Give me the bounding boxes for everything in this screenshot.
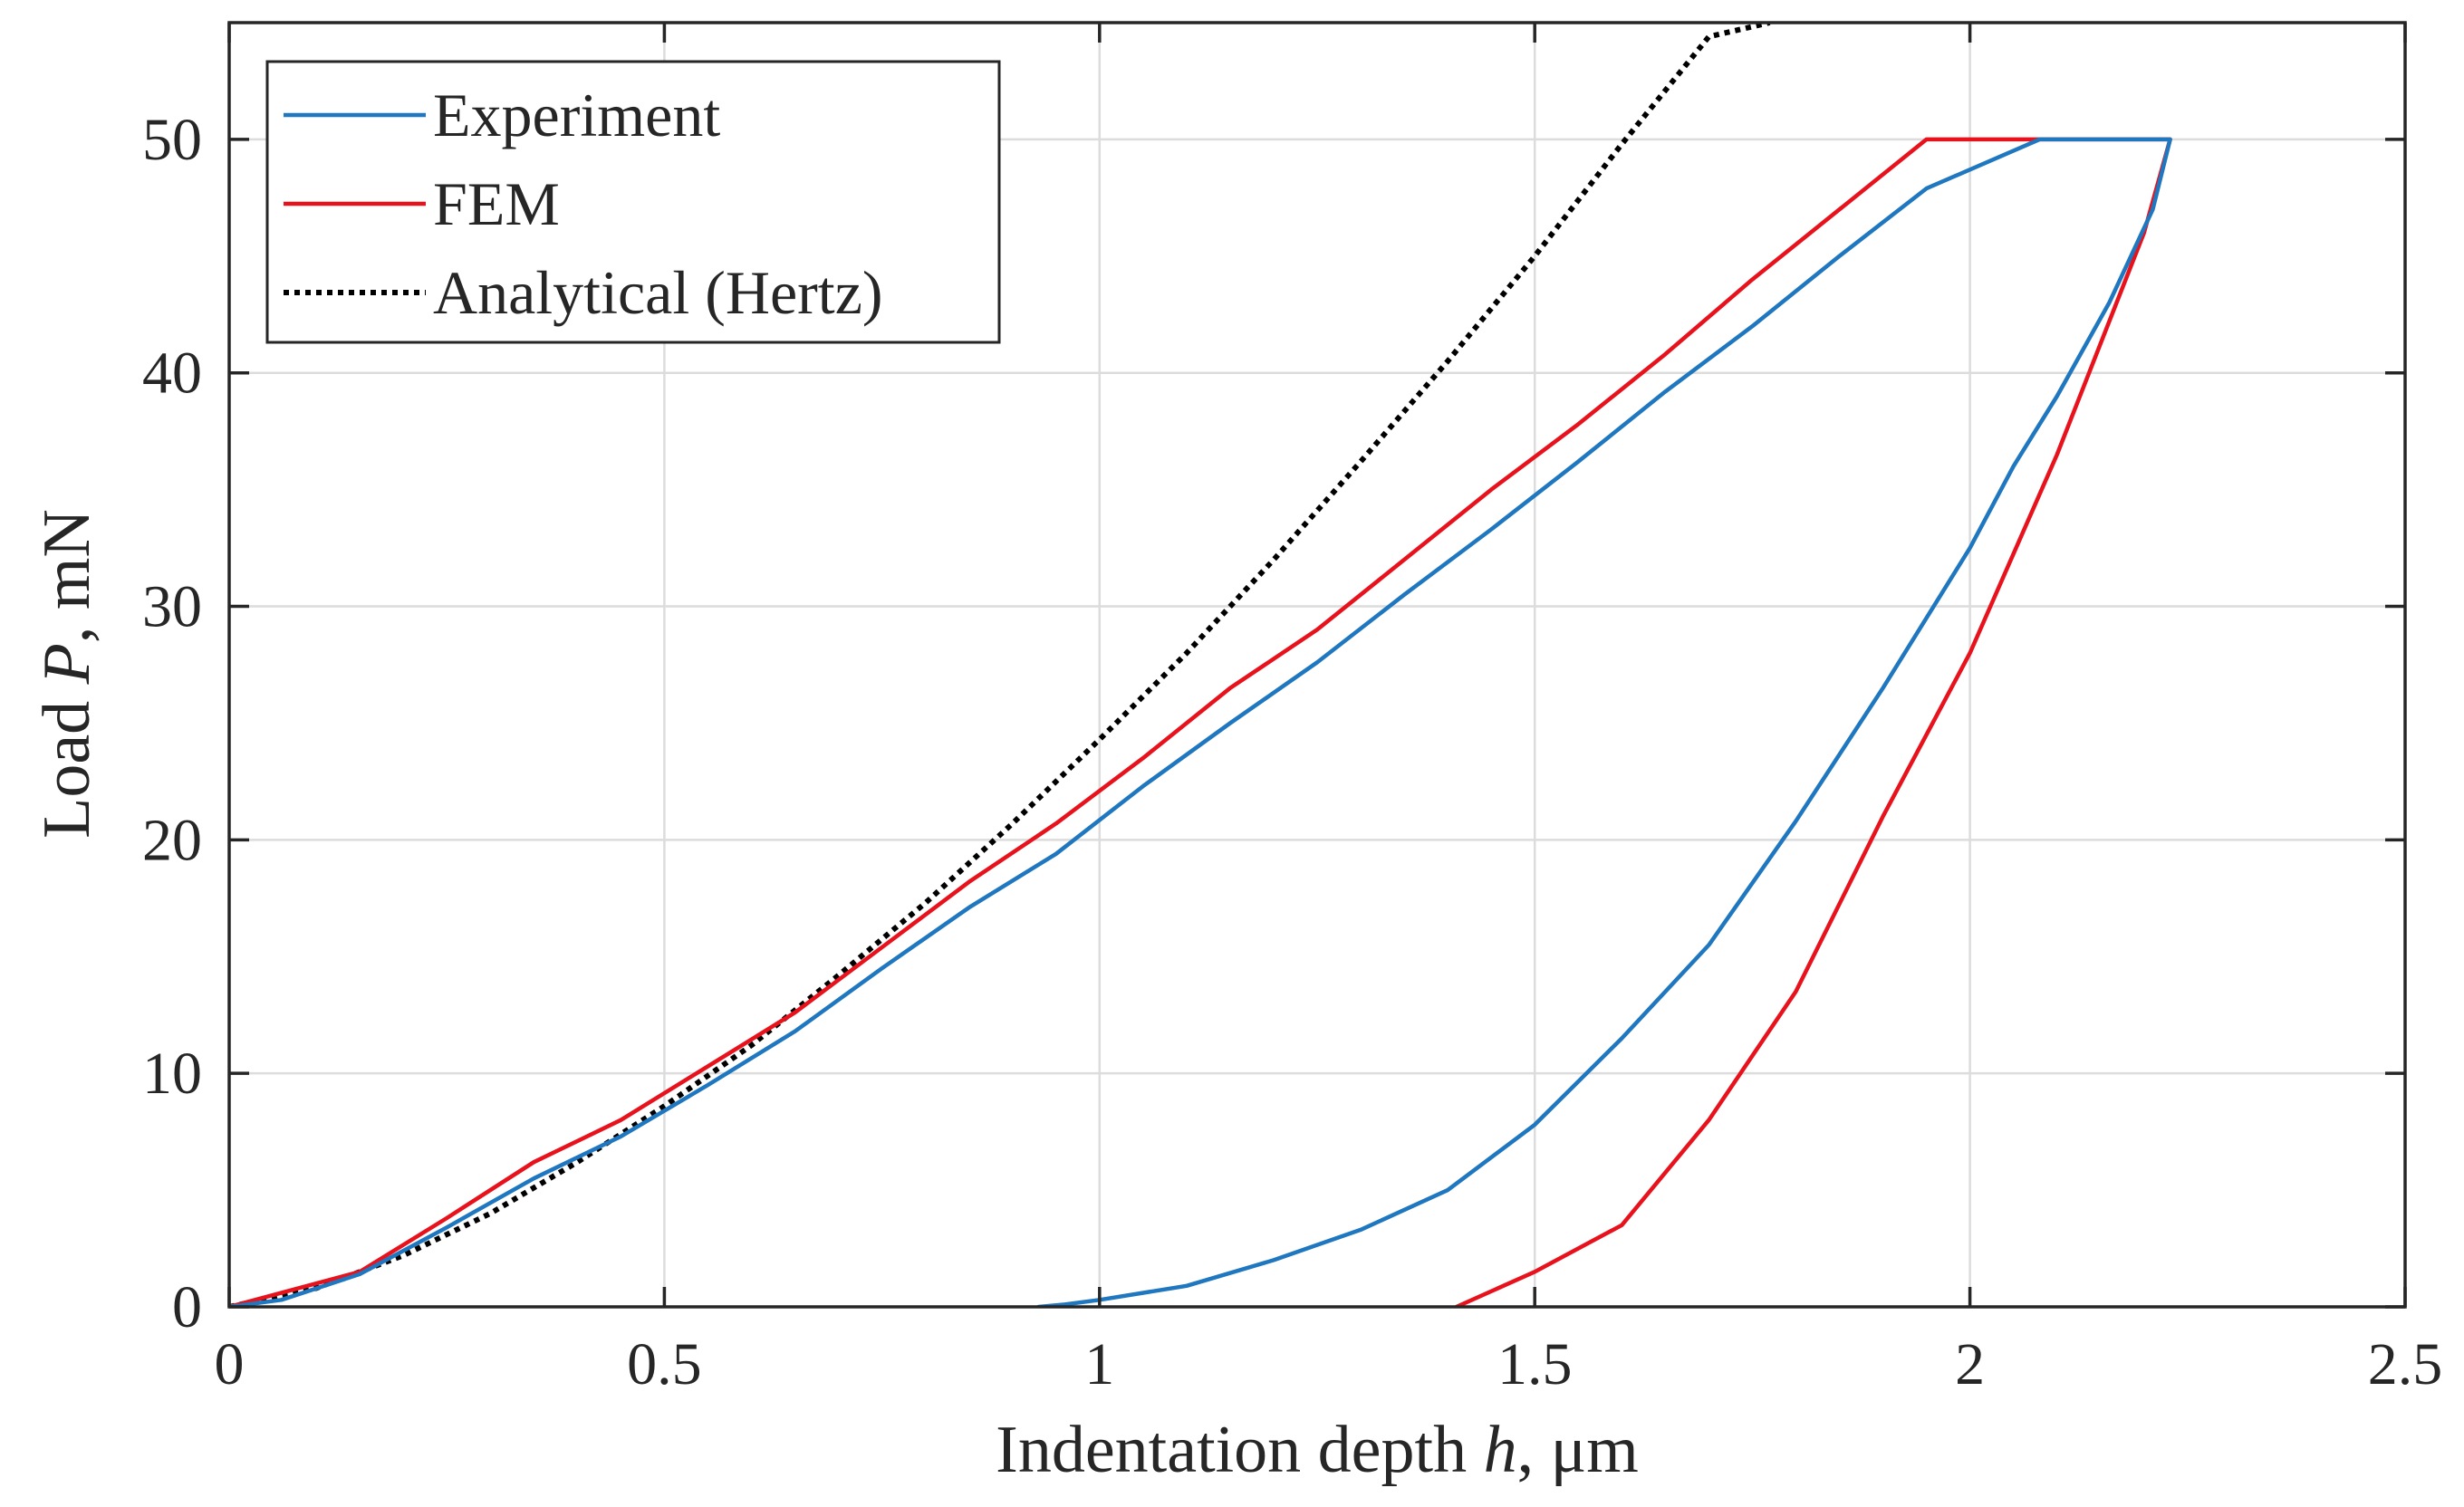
y-tick-label: 0 xyxy=(172,1274,202,1340)
y-tick-label: 10 xyxy=(142,1041,202,1107)
legend: Experiment FEM Analytical (Hertz) xyxy=(265,60,1001,344)
axes-frame xyxy=(227,21,2407,1309)
legend-label-analytical-hertz: Analytical (Hertz) xyxy=(433,258,883,327)
y-axis-title-unit: , mN xyxy=(30,509,104,643)
y-tick-label: 40 xyxy=(142,341,202,407)
y-tick-label: 30 xyxy=(142,574,202,640)
axis-ticks xyxy=(227,23,2407,1309)
y-tick-label: 20 xyxy=(142,807,202,873)
x-axis-title-variable: h xyxy=(1484,1413,1517,1487)
legend-label-experiment: Experiment xyxy=(433,81,720,149)
x-tick-label: 0.5 xyxy=(627,1331,702,1397)
x-tick-label: 1 xyxy=(1084,1331,1114,1397)
x-tick-label: 1.5 xyxy=(1497,1331,1573,1397)
x-axis-title-prefix: Indentation depth xyxy=(996,1413,1483,1487)
y-axis-title-prefix: Load xyxy=(30,684,104,839)
y-axis-title-variable: P xyxy=(30,643,104,685)
x-tick-label: 2 xyxy=(1955,1331,1985,1397)
series-line-experiment xyxy=(229,137,2172,1307)
y-axis-title: Load P, mN xyxy=(30,509,104,839)
x-tick-label: 2.5 xyxy=(2368,1331,2443,1397)
plot-series xyxy=(229,23,2172,1307)
series-line-fem xyxy=(229,137,2172,1307)
x-axis-title: Indentation depth h, μm xyxy=(996,1413,1639,1487)
x-tick-label: 0 xyxy=(215,1331,245,1397)
x-axis-title-unit: , μm xyxy=(1517,1413,1639,1487)
tick-labels: 0 0.5 1 1.5 2 2.5 0 10 20 30 40 50 xyxy=(142,107,2442,1397)
y-tick-label: 50 xyxy=(142,107,202,173)
legend-label-fem: FEM xyxy=(433,169,560,238)
